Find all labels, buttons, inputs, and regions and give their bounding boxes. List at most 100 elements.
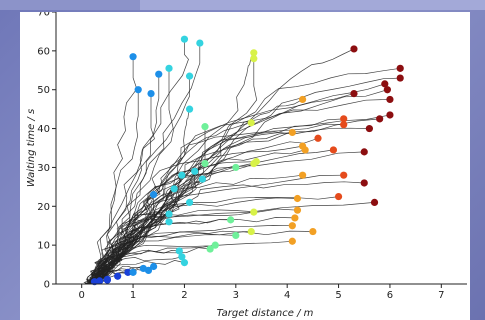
endpoint-marker bbox=[90, 278, 99, 286]
endpoint-marker bbox=[178, 171, 186, 179]
x-tick-label: 0 bbox=[79, 290, 85, 301]
endpoint-marker bbox=[334, 192, 343, 201]
y-tick-label: 50 bbox=[37, 85, 50, 96]
x-tick-label: 3 bbox=[233, 290, 239, 301]
endpoint-marker bbox=[180, 259, 189, 267]
endpoint-marker bbox=[293, 206, 302, 214]
trajectory-line bbox=[91, 74, 160, 285]
endpoint-marker bbox=[386, 95, 394, 104]
endpoint-marker bbox=[250, 49, 258, 57]
endpoint-marker bbox=[196, 39, 204, 47]
endpoint-marker bbox=[376, 115, 384, 123]
endpoint-marker bbox=[350, 45, 358, 53]
endpoint-marker bbox=[299, 95, 307, 104]
trajectory-line bbox=[88, 213, 170, 285]
y-axis-label: Waiting time / s bbox=[26, 109, 37, 187]
endpoint-marker bbox=[360, 148, 368, 156]
endpoint-marker bbox=[340, 115, 348, 123]
endpoint-marker bbox=[155, 70, 163, 78]
y-tick-label: 40 bbox=[37, 124, 50, 135]
endpoint-marker bbox=[150, 191, 158, 199]
background-stripe bbox=[0, 0, 140, 10]
endpoint-marker bbox=[178, 253, 186, 261]
x-tick-label: 1 bbox=[130, 290, 136, 301]
endpoint-marker bbox=[232, 231, 240, 240]
endpoint-marker bbox=[211, 241, 219, 249]
endpoint-marker bbox=[250, 55, 258, 63]
endpoint-marker bbox=[288, 222, 296, 230]
trajectory-line bbox=[91, 76, 190, 285]
endpoint-marker bbox=[232, 163, 240, 172]
trajectory-line bbox=[92, 188, 175, 285]
endpoint-marker bbox=[381, 80, 389, 88]
endpoint-marker bbox=[134, 86, 142, 94]
chart-panel: 0 1 2 3 4 5 6 7 0 10 20 30 40 50 60 70 Target distance … bbox=[20, 12, 470, 320]
trajectory-lines bbox=[83, 39, 401, 285]
x-tick-label: 2 bbox=[181, 290, 187, 301]
trajectory-line bbox=[91, 68, 174, 285]
endpoint-marker bbox=[165, 210, 173, 218]
x-tick-label: 5 bbox=[335, 290, 341, 301]
endpoint-marker bbox=[370, 198, 379, 206]
endpoint-marker bbox=[129, 268, 137, 276]
endpoint-marker bbox=[360, 179, 368, 187]
endpoint-marker bbox=[329, 146, 338, 154]
trajectory-line bbox=[95, 93, 155, 285]
endpoint-marker bbox=[340, 171, 348, 179]
y-tick-label: 0 bbox=[44, 280, 50, 291]
trajectory-line bbox=[93, 118, 380, 285]
endpoint-marker bbox=[175, 247, 183, 255]
endpoint-marker bbox=[250, 159, 258, 168]
x-tick-label: 6 bbox=[387, 290, 393, 301]
endpoint-marker bbox=[114, 272, 122, 280]
endpoint-marker bbox=[185, 105, 194, 113]
endpoint-marker bbox=[250, 208, 258, 216]
endpoint-marker bbox=[314, 134, 322, 142]
y-tick-label: 20 bbox=[37, 202, 50, 213]
endpoint-marker bbox=[180, 35, 189, 43]
endpoint-marker bbox=[201, 159, 209, 168]
endpoint-marker bbox=[350, 90, 358, 98]
endpoint-marker bbox=[291, 214, 299, 222]
x-tick-label: 4 bbox=[284, 290, 290, 301]
trajectory-line bbox=[93, 67, 401, 285]
endpoint-marker bbox=[103, 276, 111, 284]
endpoint-marker bbox=[365, 124, 373, 133]
trajectory-line bbox=[92, 89, 139, 285]
endpoint-marker bbox=[299, 171, 307, 179]
trajectory-line bbox=[90, 39, 189, 285]
endpoint-marker bbox=[129, 53, 137, 61]
trajectory-line bbox=[90, 230, 313, 285]
y-tick-label: 10 bbox=[37, 241, 50, 252]
endpoint-marker bbox=[227, 216, 235, 224]
trajectory-line bbox=[95, 77, 401, 285]
trajectory-line bbox=[93, 93, 355, 285]
endpoint-marker bbox=[288, 237, 296, 245]
background-stripe bbox=[140, 0, 485, 10]
endpoint-marker bbox=[293, 194, 302, 203]
endpoint-marker bbox=[139, 264, 147, 273]
endpoint-marker bbox=[147, 90, 155, 98]
endpoint-marker bbox=[165, 218, 173, 226]
endpoint-marker bbox=[150, 262, 158, 271]
endpoint-marker bbox=[383, 86, 391, 94]
endpoint-marker bbox=[206, 245, 214, 253]
endpoint-marker bbox=[340, 121, 348, 129]
endpoint-marker bbox=[185, 72, 194, 80]
endpoint-marker bbox=[288, 128, 296, 137]
x-tick-label: 7 bbox=[438, 290, 444, 301]
endpoint-marker bbox=[185, 198, 194, 206]
endpoint-marker bbox=[165, 64, 173, 72]
endpoint-marker bbox=[124, 268, 132, 276]
endpoint-marker bbox=[386, 111, 394, 119]
endpoint-marker bbox=[396, 74, 404, 82]
endpoint-marker bbox=[191, 167, 199, 175]
x-axis-label: Target distance / m bbox=[217, 308, 314, 319]
trajectory-line bbox=[95, 58, 258, 285]
y-tick-label: 30 bbox=[37, 163, 50, 174]
endpoint-marker bbox=[396, 64, 404, 72]
trajectory-line bbox=[87, 271, 128, 285]
endpoint-marker bbox=[247, 119, 255, 127]
